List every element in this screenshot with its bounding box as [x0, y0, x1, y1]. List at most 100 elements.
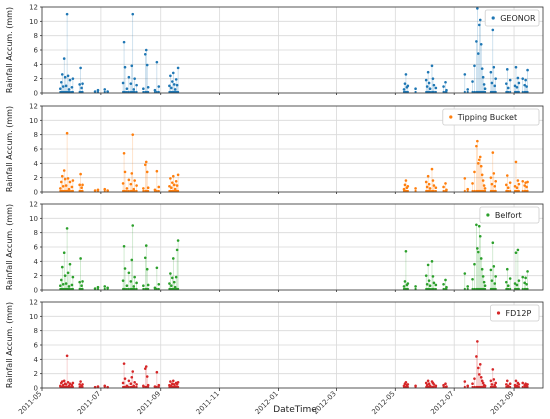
data-point: [60, 174, 64, 178]
data-point: [513, 184, 517, 188]
data-point: [526, 180, 529, 184]
data-point: [402, 88, 406, 91]
data-point: [175, 83, 179, 87]
data-point: [432, 90, 436, 94]
data-point: [170, 86, 173, 90]
data-point: [64, 184, 68, 187]
data-point: [525, 282, 528, 286]
data-point: [432, 383, 436, 386]
data-point: [66, 177, 70, 180]
data-point: [428, 385, 432, 389]
data-point: [169, 177, 172, 180]
data-point: [517, 90, 520, 94]
data-point: [463, 287, 466, 291]
data-point: [168, 184, 171, 188]
data-point: [491, 241, 495, 244]
data-point: [490, 182, 494, 186]
data-point: [424, 274, 428, 277]
data-point: [478, 363, 482, 366]
data-point: [144, 48, 148, 52]
data-point: [129, 280, 133, 283]
y-tick-label: 10: [29, 215, 38, 223]
data-point: [513, 282, 517, 285]
data-point: [414, 87, 417, 90]
data-point: [135, 385, 138, 389]
data-point: [146, 283, 150, 287]
data-point: [79, 66, 82, 70]
data-point: [169, 74, 172, 78]
y-tick-label: 6: [34, 342, 39, 350]
data-point: [70, 383, 74, 387]
data-point: [521, 275, 525, 279]
legend-marker: [496, 311, 501, 315]
data-point: [177, 189, 180, 193]
data-point: [426, 263, 430, 267]
y-tick-label: 4: [34, 61, 39, 69]
data-point: [476, 340, 479, 343]
data-point: [428, 189, 432, 193]
series-points: [59, 223, 529, 291]
data-point: [514, 160, 518, 164]
data-point: [176, 380, 180, 384]
data-point: [466, 287, 469, 291]
data-point: [424, 78, 428, 82]
data-point: [428, 90, 432, 94]
data-point: [131, 133, 135, 136]
y-tick-label: 8: [34, 327, 38, 335]
data-point: [494, 275, 497, 278]
data-point: [177, 90, 180, 94]
data-point: [492, 378, 496, 381]
data-point: [494, 90, 497, 94]
data-point: [444, 382, 447, 386]
data-point: [442, 282, 445, 286]
y-tick-label: 0: [34, 189, 38, 197]
data-point: [432, 287, 436, 291]
data-point: [65, 131, 69, 135]
data-point: [135, 90, 138, 94]
data-point: [517, 279, 521, 282]
x-tick-label: 2012-09: [489, 390, 515, 416]
data-point: [65, 227, 69, 230]
data-point: [427, 382, 431, 386]
data-point: [444, 278, 447, 282]
data-point: [125, 284, 129, 288]
data-point: [517, 287, 520, 291]
data-point: [63, 274, 67, 277]
data-point: [93, 385, 97, 389]
data-point: [473, 90, 476, 94]
data-point: [463, 380, 467, 383]
panel-frame: [41, 203, 544, 291]
data-point: [471, 182, 474, 185]
data-point: [66, 74, 70, 78]
data-point: [507, 385, 510, 389]
legend-label: Tipping Bucket: [457, 113, 517, 122]
data-point: [428, 284, 432, 288]
data-point: [127, 75, 131, 79]
data-point: [426, 70, 430, 74]
data-point: [508, 78, 512, 82]
data-point: [403, 280, 407, 283]
data-point: [143, 367, 147, 370]
data-point: [434, 385, 437, 389]
data-point: [68, 189, 72, 193]
data-point: [505, 280, 508, 284]
y-tick-label: 8: [34, 131, 38, 139]
data-point: [471, 90, 474, 94]
data-point: [176, 66, 180, 70]
data-point: [155, 90, 158, 94]
data-point: [481, 179, 485, 182]
data-point: [434, 90, 437, 94]
data-point: [127, 287, 130, 291]
data-point: [466, 88, 470, 91]
data-point: [60, 80, 63, 84]
data-point: [475, 355, 478, 358]
data-point: [127, 271, 131, 275]
data-point: [479, 375, 483, 379]
data-point: [70, 283, 74, 287]
data-point: [406, 184, 410, 188]
data-point: [477, 23, 481, 27]
data-point: [93, 90, 97, 94]
data-point: [153, 90, 157, 94]
data-point: [142, 87, 145, 90]
data-point: [171, 80, 174, 83]
